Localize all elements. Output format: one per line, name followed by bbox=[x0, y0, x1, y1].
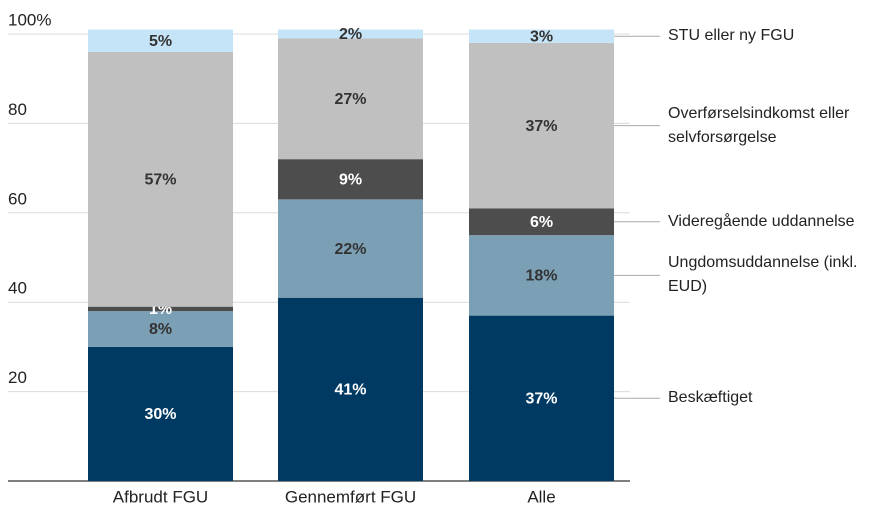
bar-segment bbox=[469, 235, 614, 316]
y-tick-label: 80 bbox=[8, 100, 27, 119]
data-label: 30% bbox=[144, 406, 176, 423]
bar-segment bbox=[278, 199, 423, 298]
bar-segment bbox=[469, 208, 614, 236]
bar-segment bbox=[469, 29, 614, 43]
bar-segment bbox=[88, 306, 233, 312]
x-tick-label: Afbrudt FGU bbox=[113, 487, 208, 506]
bar-segment bbox=[88, 346, 233, 481]
data-label: 37% bbox=[525, 118, 557, 135]
y-tick-label: 40 bbox=[8, 279, 27, 298]
bar-segment bbox=[278, 38, 423, 160]
data-label: 9% bbox=[339, 171, 362, 188]
bar-segment bbox=[278, 297, 423, 481]
legend-label: Overførselsindkomst eller selvforsørgels… bbox=[668, 104, 850, 146]
x-tick-label: Gennemført FGU bbox=[285, 487, 416, 506]
y-tick-label: 20 bbox=[8, 368, 27, 387]
x-tick-label: Alle bbox=[527, 487, 555, 506]
data-label: 5% bbox=[149, 33, 172, 50]
data-label: 37% bbox=[525, 391, 557, 408]
data-label: 8% bbox=[149, 321, 172, 338]
data-label: 18% bbox=[525, 268, 557, 285]
legend-label: STU eller ny FGU bbox=[668, 27, 795, 45]
data-label: 57% bbox=[144, 171, 176, 188]
bar-segment bbox=[469, 315, 614, 481]
data-label: 22% bbox=[334, 241, 366, 258]
legend-label: Ungdomsuddannelse (inkl. EUD) bbox=[668, 254, 858, 296]
legend-label: Videregående uddannelse bbox=[668, 212, 855, 230]
y-tick-label: 60 bbox=[8, 189, 27, 208]
bar-segment bbox=[278, 29, 423, 39]
bar-segment bbox=[278, 159, 423, 200]
bar-segment bbox=[469, 42, 614, 209]
data-label: 3% bbox=[530, 28, 553, 45]
bar-segment bbox=[88, 311, 233, 347]
legend-label: Beskæftiget bbox=[668, 389, 753, 407]
data-label: 27% bbox=[334, 91, 366, 108]
bar-segment bbox=[88, 51, 233, 307]
data-label: 2% bbox=[339, 26, 362, 43]
y-tick-label: 100% bbox=[8, 10, 51, 29]
bar-segment bbox=[88, 29, 233, 52]
data-label: 6% bbox=[530, 214, 553, 231]
data-label: 41% bbox=[334, 382, 366, 399]
